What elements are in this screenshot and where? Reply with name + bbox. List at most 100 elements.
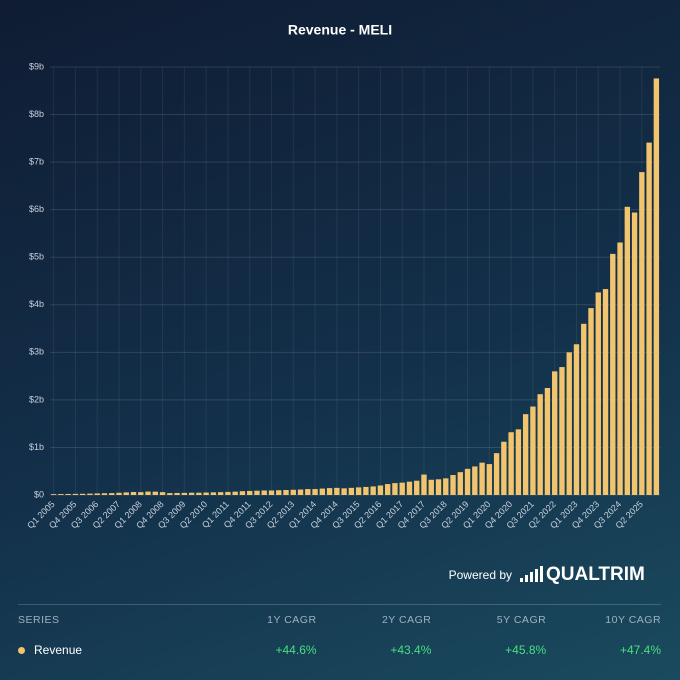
bar	[646, 142, 652, 495]
bar	[232, 491, 238, 495]
bar	[464, 468, 471, 495]
bar	[653, 78, 660, 495]
bar	[522, 414, 529, 495]
y-tick-label: $3b	[29, 347, 44, 357]
bar	[217, 492, 224, 495]
bar	[138, 492, 144, 495]
y-tick-label: $1b	[29, 442, 44, 452]
bar	[101, 493, 108, 495]
bar	[123, 492, 129, 495]
bar	[559, 367, 565, 495]
bar	[515, 429, 522, 495]
y-tick-label: $0	[34, 489, 44, 499]
bar	[566, 352, 572, 495]
logo-icon	[520, 566, 543, 582]
bar	[159, 492, 166, 495]
bar	[617, 242, 623, 495]
bar	[355, 487, 362, 495]
bar	[384, 484, 391, 495]
bar	[254, 490, 260, 495]
bar	[72, 493, 79, 495]
chart: Revenue - MELI Powered by QUALTRIM $0 $1b…	[25, 22, 660, 585]
bar	[58, 494, 64, 495]
bar	[544, 388, 551, 495]
th: 10Y CAGR	[605, 614, 662, 626]
bar	[435, 479, 442, 495]
bar	[406, 481, 413, 495]
bar	[319, 488, 326, 495]
bar	[145, 491, 151, 495]
series-cell: Revenue	[18, 643, 202, 657]
series-name: Revenue	[34, 643, 83, 657]
powered-by: Powered by	[449, 568, 512, 582]
bar	[167, 493, 173, 495]
bar	[341, 488, 347, 495]
bar	[65, 493, 71, 495]
td: +43.4%	[390, 643, 432, 657]
bar	[210, 492, 217, 495]
bar	[530, 406, 536, 495]
th: SERIES	[18, 614, 60, 626]
y-tick-label: $4b	[29, 299, 44, 309]
bar	[624, 206, 631, 495]
bar	[225, 491, 231, 495]
bar	[188, 492, 195, 495]
bar	[552, 371, 558, 495]
bar	[581, 323, 587, 495]
bar	[392, 483, 398, 495]
bar	[290, 489, 296, 495]
bar	[326, 488, 333, 495]
bar	[174, 492, 180, 495]
bar	[276, 490, 282, 495]
bar	[472, 466, 478, 495]
bar	[130, 492, 137, 495]
bar	[428, 479, 434, 495]
y-tick-label: $5b	[29, 252, 44, 262]
bar	[312, 489, 318, 495]
bar	[486, 464, 493, 495]
bar	[399, 482, 405, 495]
bar	[348, 487, 355, 495]
bar	[602, 289, 609, 495]
td: +44.6%	[275, 643, 317, 657]
bar	[297, 489, 304, 495]
table-row: Revenue +44.6% +43.4% +45.8% +47.4%	[18, 635, 661, 665]
y-tick-label: $9b	[29, 61, 44, 71]
bar	[334, 487, 340, 495]
bar	[501, 441, 507, 495]
bar	[283, 490, 289, 495]
y-tick-label: $8b	[29, 109, 44, 119]
bar	[203, 492, 209, 495]
y-tick-label: $7b	[29, 156, 44, 166]
y-tick-label: $6b	[29, 204, 44, 214]
bar	[631, 212, 638, 495]
bar	[414, 480, 420, 495]
chart-title: Revenue - MELI	[288, 22, 392, 38]
bar	[588, 308, 594, 495]
bar	[268, 490, 275, 495]
bar	[443, 478, 449, 495]
bar	[305, 489, 311, 495]
th: 2Y CAGR	[381, 614, 432, 626]
bar	[79, 493, 86, 495]
td: +47.4%	[619, 643, 662, 657]
bar	[116, 492, 122, 495]
bar	[261, 490, 267, 495]
th: 5Y CAGR	[496, 614, 547, 626]
bar	[421, 474, 427, 495]
bar	[610, 253, 616, 495]
bar	[573, 344, 580, 495]
bar	[109, 493, 115, 495]
brand: QUALTRIM	[546, 564, 645, 585]
bar	[639, 172, 645, 495]
bar	[493, 453, 500, 495]
bar	[457, 472, 463, 495]
bar	[94, 493, 100, 495]
bar	[363, 486, 369, 495]
y-tick-label: $2b	[29, 394, 44, 404]
bar	[377, 485, 384, 495]
table: SERIES 1Y CAGR 2Y CAGR 5Y CAGR 10Y CAGR …	[18, 604, 661, 665]
bar	[450, 475, 456, 495]
bar	[196, 492, 202, 495]
